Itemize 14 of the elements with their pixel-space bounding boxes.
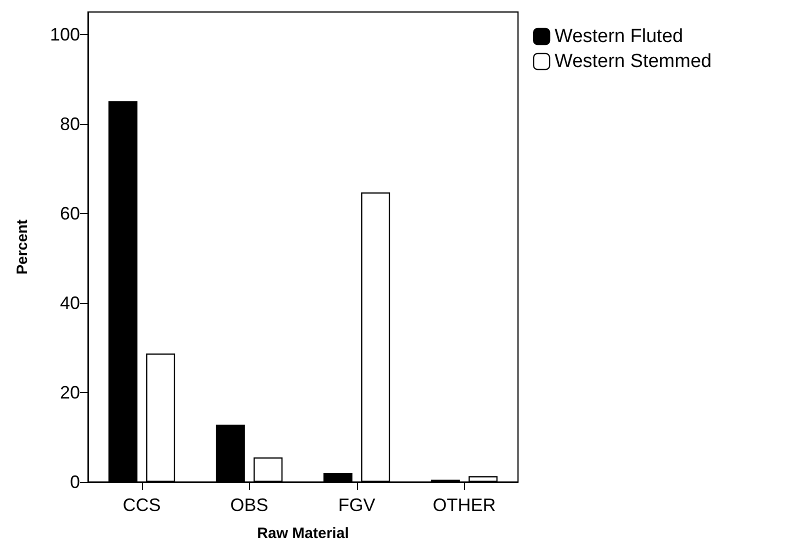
x-tick-label: OTHER [432,495,496,515]
legend-label: Western Stemmed [554,51,712,72]
y-tick-label: 80 [60,114,80,134]
x-tick-label: OBS [230,495,268,515]
y-tick-label: 0 [70,472,80,492]
x-tick-label: CCS [122,495,161,515]
y-tick-label: 60 [60,203,80,224]
y-tick-label: 20 [60,382,80,402]
y-axis-title: Percent [14,219,31,275]
x-axis-title: Raw Material [257,525,349,542]
legend-label: Western Fluted [554,26,684,47]
y-tick-label: 40 [60,292,80,313]
y-tick-label: 100 [50,24,80,44]
x-tick-label: FGV [338,495,376,515]
